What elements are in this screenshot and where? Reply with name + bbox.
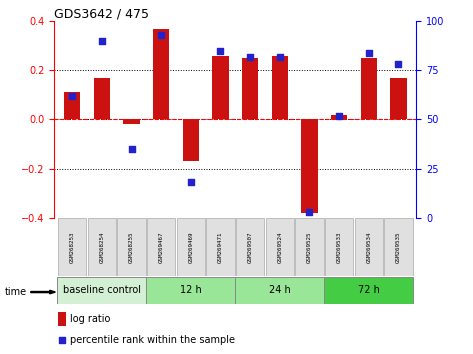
Text: 24 h: 24 h	[269, 285, 291, 295]
Bar	[242, 58, 258, 119]
Bar	[360, 58, 377, 119]
Bar	[58, 312, 66, 326]
Point	[158, 32, 165, 38]
Point	[98, 38, 105, 44]
Bar	[384, 218, 412, 275]
Point	[58, 337, 66, 343]
Text: GSM269524: GSM269524	[277, 231, 282, 263]
Bar	[236, 277, 324, 304]
Bar	[58, 218, 87, 275]
Point	[187, 179, 194, 185]
Bar	[183, 119, 199, 161]
Text: baseline control: baseline control	[63, 285, 141, 295]
Bar	[146, 277, 236, 304]
Bar	[123, 119, 140, 124]
Bar	[236, 218, 264, 275]
Text: 72 h: 72 h	[358, 285, 380, 295]
Point	[394, 62, 402, 67]
Bar	[206, 218, 235, 275]
Bar	[88, 218, 116, 275]
Text: GSM269507: GSM269507	[248, 231, 253, 263]
Bar	[301, 119, 318, 213]
Bar	[295, 218, 324, 275]
Point	[128, 146, 135, 152]
Point	[335, 113, 343, 118]
Point	[69, 93, 76, 99]
Bar	[94, 78, 110, 119]
Text: GSM269467: GSM269467	[158, 231, 164, 263]
Text: GSM268254: GSM268254	[99, 231, 105, 263]
Bar	[325, 218, 353, 275]
Text: GSM268253: GSM268253	[70, 231, 75, 263]
Text: GSM269533: GSM269533	[337, 231, 342, 263]
Point	[217, 48, 224, 53]
Bar	[153, 29, 169, 119]
Bar	[176, 218, 205, 275]
Text: 12 h: 12 h	[180, 285, 201, 295]
Point	[276, 54, 284, 59]
Bar	[331, 115, 347, 119]
Text: GDS3642 / 475: GDS3642 / 475	[54, 7, 149, 20]
Bar	[390, 78, 407, 119]
Text: GSM269534: GSM269534	[366, 231, 371, 263]
Text: GSM269535: GSM269535	[396, 231, 401, 263]
Text: GSM268255: GSM268255	[129, 231, 134, 263]
Text: GSM269525: GSM269525	[307, 231, 312, 263]
Text: GSM269469: GSM269469	[188, 231, 193, 263]
Bar	[212, 56, 228, 119]
Bar	[117, 218, 146, 275]
Bar	[324, 277, 413, 304]
Point	[365, 50, 373, 56]
Bar	[355, 218, 383, 275]
Point	[306, 209, 313, 215]
Bar	[272, 56, 288, 119]
Point	[246, 54, 254, 59]
Text: log ratio: log ratio	[70, 314, 111, 324]
Bar	[64, 92, 80, 119]
Bar	[147, 218, 175, 275]
Text: time: time	[5, 287, 27, 297]
Text: GSM269471: GSM269471	[218, 231, 223, 263]
Bar	[265, 218, 294, 275]
Bar	[57, 277, 146, 304]
Text: percentile rank within the sample: percentile rank within the sample	[70, 335, 235, 345]
